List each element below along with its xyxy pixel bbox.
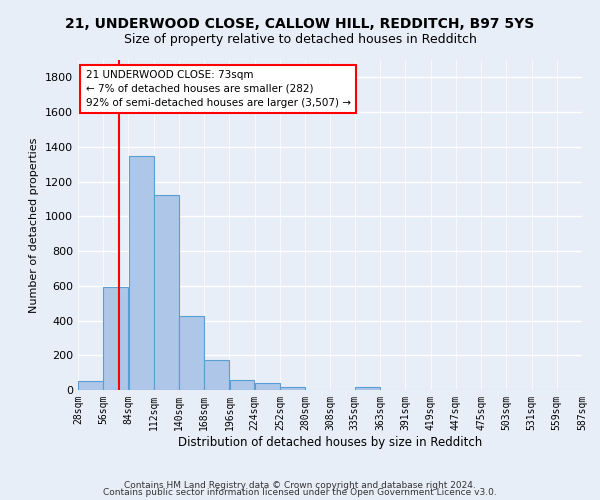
Bar xyxy=(355,386,380,390)
X-axis label: Distribution of detached houses by size in Redditch: Distribution of detached houses by size … xyxy=(178,436,482,448)
Bar xyxy=(255,383,280,390)
Bar xyxy=(129,156,154,390)
Bar xyxy=(230,380,254,390)
Text: Contains HM Land Registry data © Crown copyright and database right 2024.: Contains HM Land Registry data © Crown c… xyxy=(124,480,476,490)
Bar xyxy=(103,286,128,390)
Bar xyxy=(205,360,229,390)
Bar xyxy=(154,196,179,390)
Bar xyxy=(78,382,103,390)
Text: 21, UNDERWOOD CLOSE, CALLOW HILL, REDDITCH, B97 5YS: 21, UNDERWOOD CLOSE, CALLOW HILL, REDDIT… xyxy=(65,18,535,32)
Text: Contains public sector information licensed under the Open Government Licence v3: Contains public sector information licen… xyxy=(103,488,497,497)
Text: 21 UNDERWOOD CLOSE: 73sqm
← 7% of detached houses are smaller (282)
92% of semi-: 21 UNDERWOOD CLOSE: 73sqm ← 7% of detach… xyxy=(86,70,350,108)
Bar xyxy=(280,388,305,390)
Bar xyxy=(179,316,204,390)
Y-axis label: Number of detached properties: Number of detached properties xyxy=(29,138,40,312)
Text: Size of property relative to detached houses in Redditch: Size of property relative to detached ho… xyxy=(124,32,476,46)
